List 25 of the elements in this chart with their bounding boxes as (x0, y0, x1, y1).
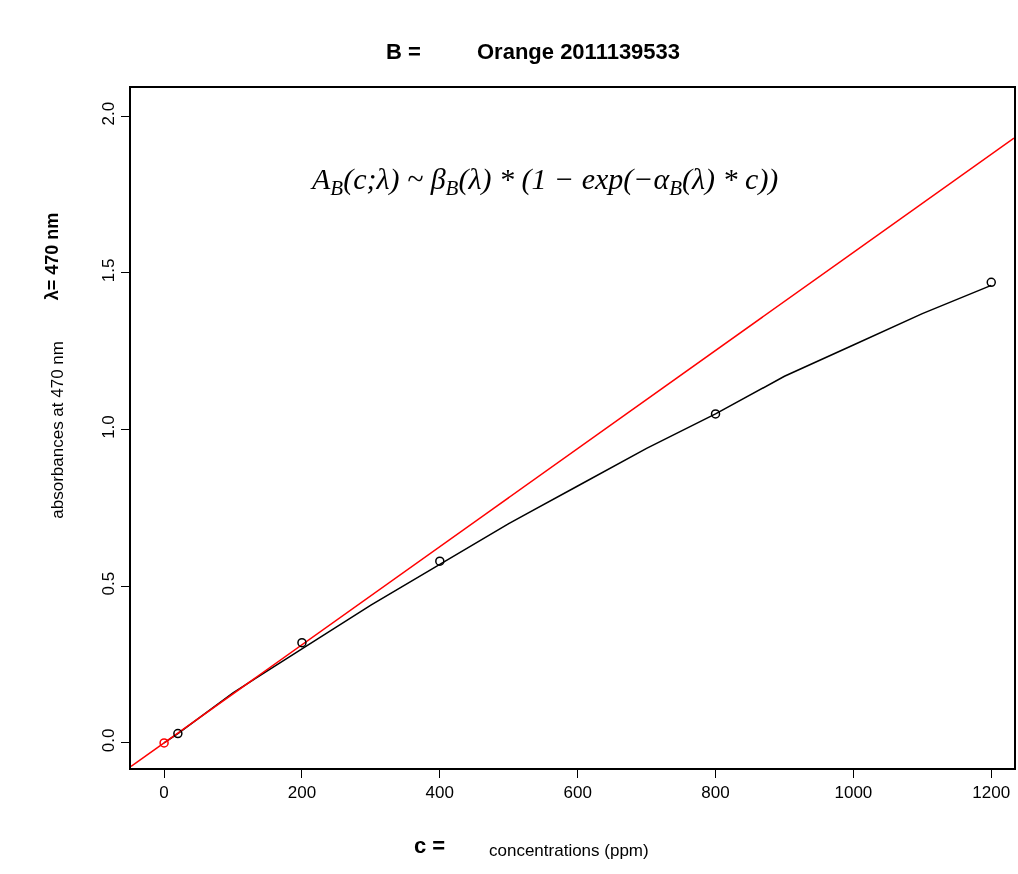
x-axis-title: concentrations (ppm) (489, 841, 649, 860)
x-tick-label: 200 (287, 783, 317, 803)
point (173, 728, 183, 739)
text: B = (386, 39, 421, 64)
point (710, 409, 721, 419)
y-tick-label: 0.0 (99, 728, 119, 753)
point (986, 277, 996, 288)
x-tick-label: 400 (425, 783, 454, 803)
x-tick-label: 600 (563, 783, 592, 803)
point (159, 738, 169, 748)
text: λ= 470 nm (42, 212, 63, 301)
y-tick-label: 1.5 (99, 258, 119, 283)
y-tick-label: 2.0 (99, 101, 119, 126)
x-tick-label: 1200 (972, 783, 1011, 803)
text: Orange 2011139533 (477, 39, 681, 64)
y-tick-label: 0.5 (99, 571, 119, 596)
x-tick-label: 0 (159, 783, 169, 803)
point (435, 556, 445, 566)
y-axis-title: absorbances at 470 nm (47, 341, 67, 519)
x-tick-label: 800 (701, 783, 730, 803)
y-tick-label: 1.0 (99, 415, 119, 439)
point (297, 637, 307, 648)
text: c = (414, 833, 446, 858)
annotation: A$_{B}$(c;λ) ~ β$_{B}$(λ) * (1 − exp(−α$_{B}$(λ) * c)) (310, 162, 779, 201)
x-tick-label: 1000 (834, 783, 873, 803)
